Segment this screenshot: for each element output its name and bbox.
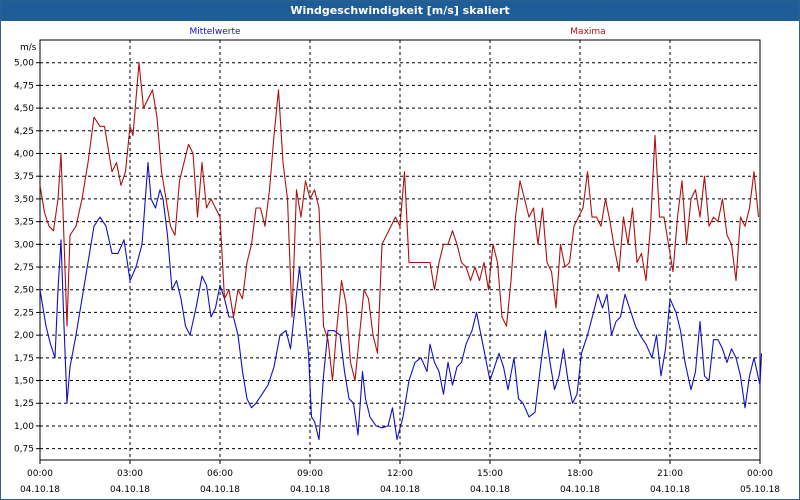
tick-labels: 0,75 1,00 1,25 1,50 1,75 2,00 2,25 2,50 2,75 3,00…	[14, 59, 780, 495]
window-title: Windgeschwindigkeit [m/s] skaliert	[1, 1, 799, 21]
y-tick-label: 4,25	[14, 127, 34, 137]
y-tick-label: 3,75	[14, 172, 34, 182]
legend-mittelwerte: Mittelwerte	[189, 27, 240, 37]
y-tick-label: 2,75	[14, 263, 34, 273]
x-tick-date: 04.10.18	[290, 485, 330, 495]
x-tick-date: 04.10.18	[650, 485, 690, 495]
x-tick-time: 03:00	[117, 469, 143, 479]
y-tick-label: 3,50	[14, 195, 34, 205]
x-tick-time: 09:00	[297, 469, 323, 479]
x-tick-time: 00:00	[27, 469, 53, 479]
y-tick-label: 2,25	[14, 308, 34, 318]
x-tick-date: 04.10.18	[380, 485, 420, 495]
x-tick-date: 04.10.18	[560, 485, 600, 495]
axes	[36, 39, 761, 464]
series-layer	[39, 62, 763, 441]
y-tick-label: 1,00	[14, 422, 34, 432]
x-tick-date: 04.10.18	[110, 485, 150, 495]
y-tick-label: 5,00	[14, 59, 34, 69]
y-tick-label: 4,75	[14, 81, 34, 91]
y-tick-label: 1,25	[14, 399, 34, 409]
y-axis-unit: m/s	[20, 43, 37, 53]
x-tick-time: 06:00	[207, 469, 233, 479]
x-tick-time: 00:00	[747, 469, 773, 479]
x-tick-time: 15:00	[477, 469, 503, 479]
legend-maxima: Maxima	[570, 27, 605, 37]
y-tick-label: 1,75	[14, 354, 34, 364]
y-tick-label: 4,00	[14, 150, 34, 160]
plot-frame	[39, 39, 761, 461]
y-tick-label: 3,00	[14, 240, 34, 250]
series-line-mittelwerte	[39, 162, 763, 441]
y-tick-label: 2,50	[14, 286, 34, 296]
x-tick-date: 04.10.18	[470, 485, 510, 495]
x-tick-time: 21:00	[657, 469, 683, 479]
x-tick-time: 18:00	[567, 469, 593, 479]
x-tick-date: 04.10.18	[20, 485, 60, 495]
x-tick-time: 12:00	[387, 469, 413, 479]
x-tick-date: 05.10.18	[740, 485, 780, 495]
y-tick-label: 3,25	[14, 218, 34, 228]
grid	[40, 40, 760, 460]
x-tick-date: 04.10.18	[200, 485, 240, 495]
series-line-maxima	[39, 62, 760, 382]
y-tick-label: 4,50	[14, 104, 34, 114]
y-tick-label: 2,00	[14, 331, 34, 341]
y-tick-label: 1,50	[14, 377, 34, 387]
y-tick-label: 0,75	[14, 445, 34, 455]
